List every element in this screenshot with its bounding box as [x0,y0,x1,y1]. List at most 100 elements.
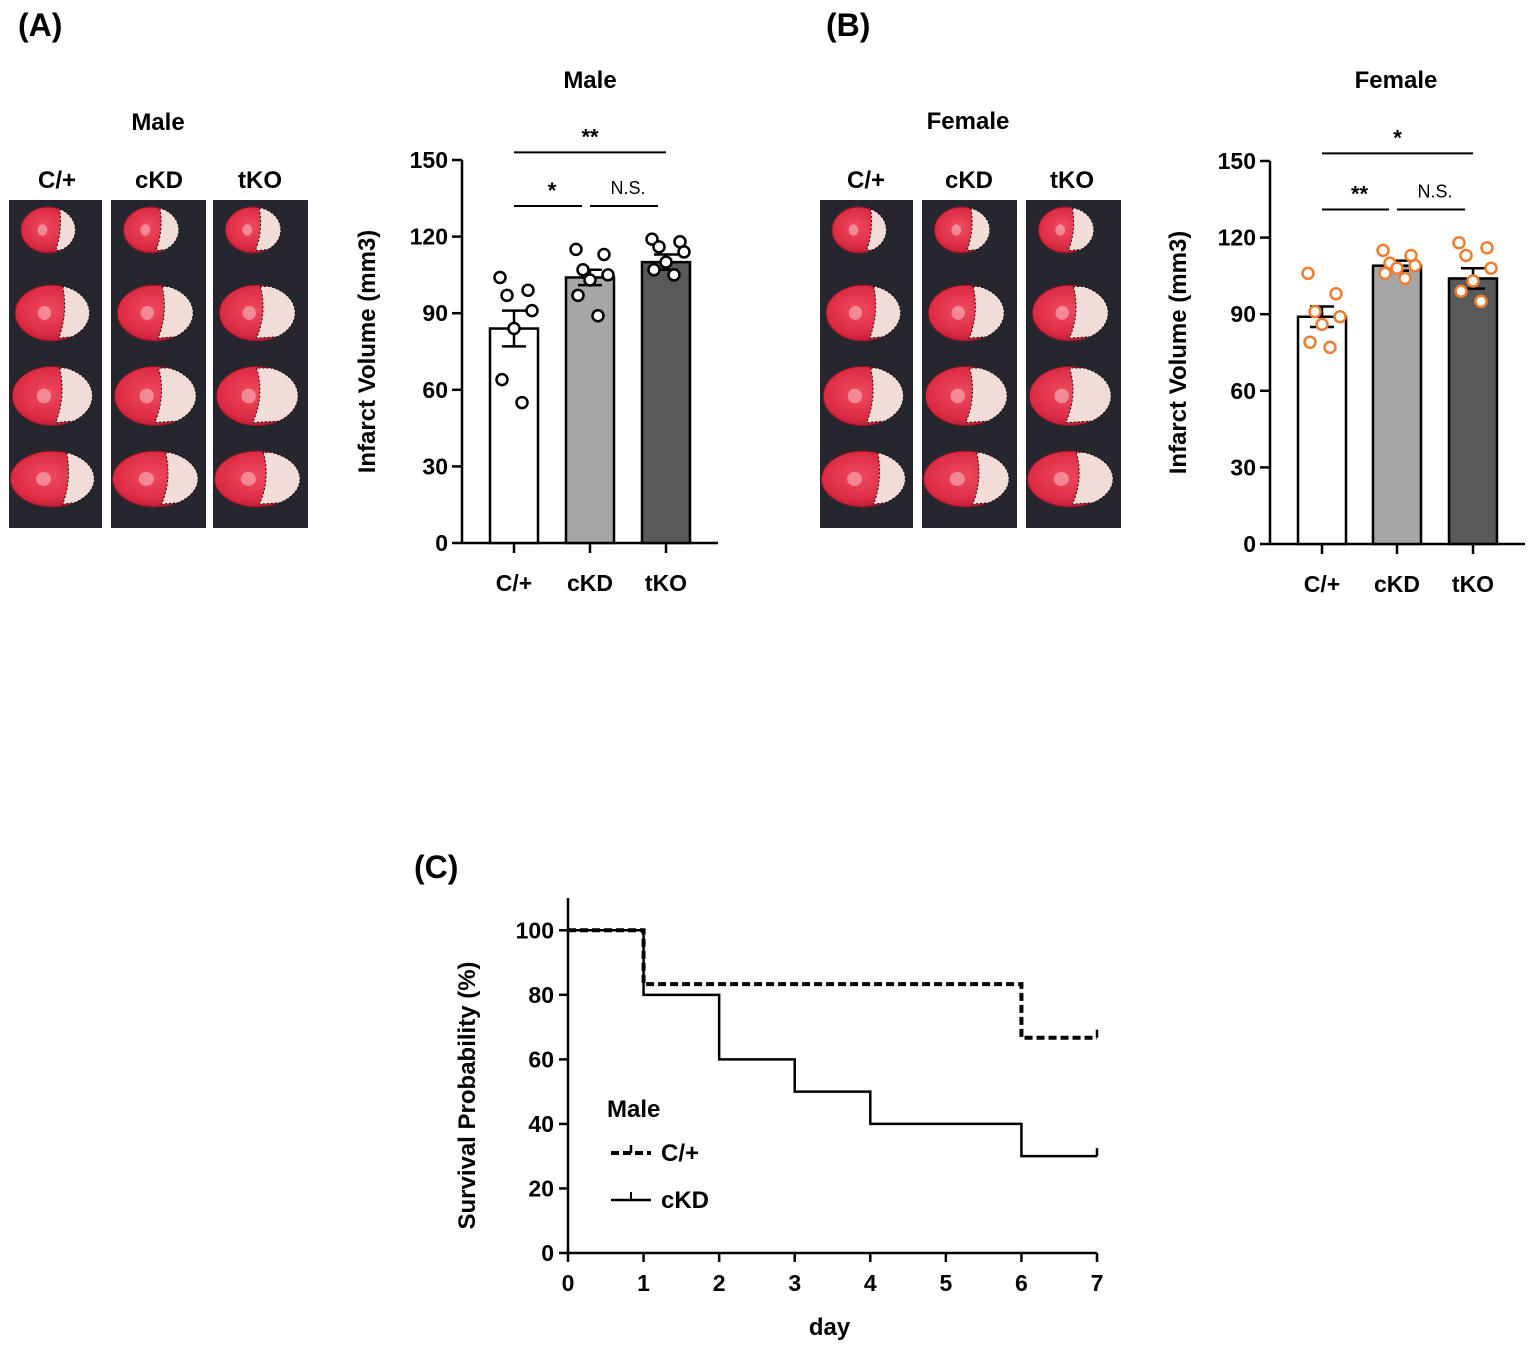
panel-a-brain-slice-1-4 [9,450,95,508]
panel-b-slice-infarct [869,286,901,339]
panel-a-brain-slice-3-4 [214,450,301,508]
panel-b-brain-slice-1-3 [822,365,904,427]
panel-a-data-point [569,242,583,257]
panel-b-data-point [1303,335,1317,350]
panel-a-image-title: Male [131,109,184,136]
panel-a-significance-label-3: N.S. [610,178,645,198]
panel-a-data-point [500,288,514,303]
panel-b-bar-1 [1296,315,1348,546]
panel-a-slice-ventricle [242,306,256,320]
panel-a-x-tick-label-1: C/+ [496,570,532,596]
panel-b-slice-ventricle [848,306,863,320]
panel-c-survival-chart: 0 20 40 60 80 100 0 1 2 3 4 5 6 7 day Survival Probabil… [454,898,1103,1341]
survival-legend-ckd-label: cKD [661,1187,709,1214]
panel-a-image-col-1: C/+ [38,167,76,194]
panel-a-slice-ventricle [36,472,51,486]
panel-a-slice-infarct [251,367,299,424]
panel-a-data-point [515,395,529,410]
panel-a-slice-ventricle [241,388,256,404]
panel-b-y-tick-label: 90 [1230,301,1256,327]
panel-a-brain-slice-1-1 [20,206,76,254]
panel-b-data-point [1459,248,1473,263]
panel-b-data-point [1323,340,1337,355]
panel-b-brain-slice-3-3 [1029,365,1112,427]
panel-a-slice-ventricle [139,388,154,404]
panel-b-data-point [1408,258,1422,273]
panel-b-data-point [1301,266,1315,281]
survival-x-tick-label: 4 [864,1270,877,1296]
panel-b-slice-infarct [865,367,904,424]
panel-a-y-tick-label: 0 [435,530,448,556]
panel-a-brain-slice-3-2 [218,284,296,342]
panel-b-data-point [1484,261,1498,275]
survival-x-tick-label: 6 [1015,1270,1028,1296]
panel-b-data-point [1398,271,1412,286]
panel-b-slice-ventricle [847,388,862,404]
panel-a-slice-infarct [160,452,199,505]
panel-a-data-point [525,303,539,318]
panel-b-slice-ventricle [951,306,965,320]
panel-a-data-point [667,268,681,282]
panel-b-bar-3 [1447,277,1499,546]
survival-x-tick-label: 0 [562,1270,575,1296]
panel-label-a: (A) [18,7,62,43]
panel-b-slice-ventricle [950,388,965,404]
panel-a-slice-infarct [254,207,282,252]
panel-b-slice-ventricle [1053,472,1069,486]
panel-a-y-tick-label: 90 [422,300,448,326]
panel-b-data-point [1308,304,1322,319]
panel-b-brain-images: Female C/+ cKD tKO [820,108,1121,528]
panel-b-x-tick-label-3: tKO [1452,571,1494,597]
survival-y-tick-label: 80 [528,982,554,1008]
survival-x-tick-label: 3 [788,1270,801,1296]
panel-a-slice-ventricle [37,224,48,236]
panel-a-slice-ventricle [140,224,151,236]
survival-x-tick-label: 1 [637,1270,650,1296]
panel-b-data-point [1333,310,1347,324]
panel-b-brain-slice-1-2 [825,284,901,342]
panel-label-b: (B) [826,7,870,43]
panel-b-data-point [1378,266,1392,281]
panel-a-brain-slice-1-2 [14,284,90,342]
panel-b-brain-slice-2-4 [923,450,1010,508]
panel-b-image-col-3: tKO [1050,167,1094,194]
panel-b-image-title: Female [927,108,1010,135]
panel-a-data-point [591,309,605,323]
panel-b-brain-slice-3-1 [1037,206,1095,254]
panel-b-x-tick-label-2: cKD [1374,571,1420,597]
panel-a-bar-1 [488,327,540,545]
panel-a-slice-infarct [54,207,76,252]
panel-a-image-col-3: tKO [238,167,282,194]
survival-x-tick-label: 2 [713,1270,726,1296]
panel-b-image-col-1: C/+ [847,167,885,194]
panel-a-data-point [677,245,691,259]
panel-b-slice-ventricle [847,472,862,486]
panel-a-slice-infarct [58,286,90,339]
panel-a-data-point [495,372,509,387]
panel-b-significance-label-1: * [1393,125,1402,150]
survival-y-tick-label: 20 [528,1175,554,1201]
panel-a-brain-images: Male C/+ cKD tKO [9,109,308,528]
panel-b-slice-infarct [968,286,1005,339]
panel-a-data-point [601,268,615,282]
panel-a-y-tick-label: 60 [422,377,448,403]
panel-b-x-tick-label-1: C/+ [1304,571,1340,597]
panel-a-bar-2 [564,276,616,545]
panel-a-slice-infarct [157,286,194,339]
panel-b-slice-ventricle [1054,388,1069,404]
panel-b-data-point [1480,241,1494,255]
panel-a-brain-slice-3-1 [224,206,282,254]
panel-b-bar-chart: Female 0 30 60 90 120 150 Infarct Volume (mm3) C… [1165,67,1525,597]
panel-a-data-point [507,321,521,336]
panel-b-y-tick-label: 150 [1218,148,1256,174]
panel-b-brain-slice-2-1 [933,206,991,254]
survival-y-tick-label: 40 [528,1111,554,1137]
panel-a-slice-infarct [54,367,93,424]
panel-a-slice-infarct [155,207,180,252]
panel-b-brain-slice-2-2 [927,284,1005,342]
panel-a-slice-infarct [153,367,197,424]
panel-a-data-point [597,247,611,262]
panel-a-slice-ventricle [37,306,52,320]
panel-a-brain-slice-1-3 [11,365,93,427]
survival-x-tick-label: 7 [1091,1270,1104,1296]
